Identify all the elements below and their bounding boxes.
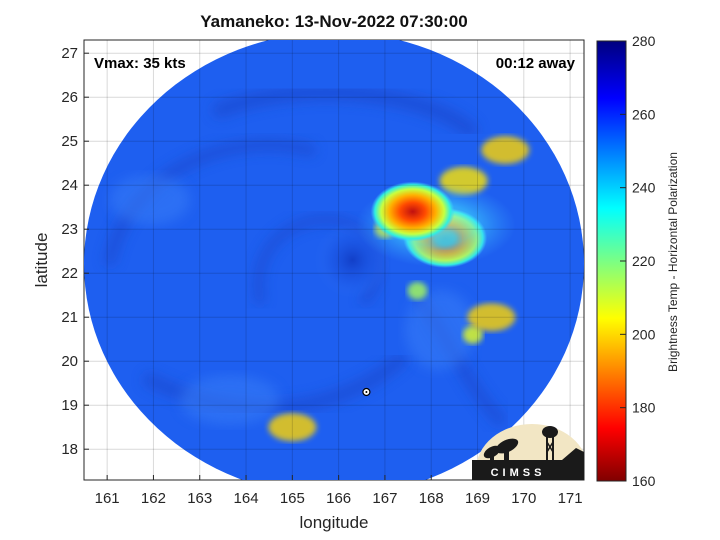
time-away-label: 00:12 away bbox=[496, 55, 576, 72]
grid-lines bbox=[84, 40, 584, 480]
colorbar-tick-label: 180 bbox=[632, 400, 656, 416]
y-tick-label: 23 bbox=[61, 221, 78, 238]
light-patch bbox=[110, 175, 190, 225]
x-tick-labels: 161 162 163 164 165 166 167 168 169 170 171 bbox=[95, 475, 583, 507]
y-tick-label: 27 bbox=[61, 45, 78, 62]
x-tick-label: 161 bbox=[95, 490, 120, 507]
x-tick-label: 171 bbox=[558, 490, 583, 507]
convection-cell bbox=[407, 281, 428, 300]
convection-cell bbox=[462, 325, 483, 344]
colorbar-tick-label: 260 bbox=[632, 106, 656, 122]
x-axis-label: longitude bbox=[299, 513, 368, 532]
x-tick-label: 162 bbox=[141, 490, 166, 507]
y-tick-label: 25 bbox=[61, 133, 78, 150]
colorbar-label: Brightness Temp - Horizontal Polarizatio… bbox=[666, 152, 680, 372]
convection-cell bbox=[268, 413, 317, 442]
x-tick-label: 164 bbox=[234, 490, 259, 507]
x-tick-label: 165 bbox=[280, 490, 305, 507]
light-patch bbox=[180, 375, 280, 425]
vmax-label: Vmax: 35 kts bbox=[94, 55, 186, 72]
y-tick-label: 18 bbox=[61, 441, 78, 458]
y-tick-label: 21 bbox=[61, 309, 78, 326]
colorbar-tick-label: 280 bbox=[632, 33, 656, 49]
y-tick-label: 22 bbox=[61, 265, 78, 282]
convection-core bbox=[370, 181, 455, 242]
convection-cell bbox=[467, 303, 516, 332]
storm-position-marker bbox=[362, 387, 371, 397]
colorbar-ticks: 160 180 200 220 240 260 280 bbox=[620, 33, 656, 489]
x-tick-label: 169 bbox=[465, 490, 490, 507]
rain-band bbox=[212, 84, 478, 138]
marker-dot bbox=[365, 391, 368, 393]
light-patch bbox=[405, 290, 475, 370]
y-tick-label: 19 bbox=[61, 397, 78, 414]
y-tick-label: 26 bbox=[61, 89, 78, 106]
y-tick-label: 20 bbox=[61, 353, 78, 370]
logo-text: CIMSS bbox=[491, 467, 546, 479]
colorbar-tick-label: 200 bbox=[632, 326, 656, 342]
chart-title: Yamaneko: 13-Nov-2022 07:30:00 bbox=[200, 12, 468, 31]
x-tick-label: 170 bbox=[511, 490, 536, 507]
convection-cell bbox=[481, 136, 530, 164]
cimss-logo: CIMSS bbox=[472, 424, 584, 480]
colorbar-tick-label: 220 bbox=[632, 253, 656, 269]
y-axis-label: latitude bbox=[32, 233, 51, 288]
satellite-swath bbox=[84, 40, 584, 480]
x-tick-label: 167 bbox=[372, 490, 397, 507]
y-tick-labels: 18 19 20 21 22 23 24 25 26 27 bbox=[61, 45, 89, 458]
x-tick-label: 163 bbox=[187, 490, 212, 507]
rain-band bbox=[104, 138, 316, 266]
colorbar-tick-label: 160 bbox=[632, 473, 656, 489]
colorbar-tick-label: 240 bbox=[632, 180, 656, 196]
y-tick-label: 24 bbox=[61, 177, 78, 194]
x-tick-label: 168 bbox=[419, 490, 444, 507]
rain-band bbox=[143, 353, 407, 415]
x-tick-label: 166 bbox=[326, 490, 351, 507]
